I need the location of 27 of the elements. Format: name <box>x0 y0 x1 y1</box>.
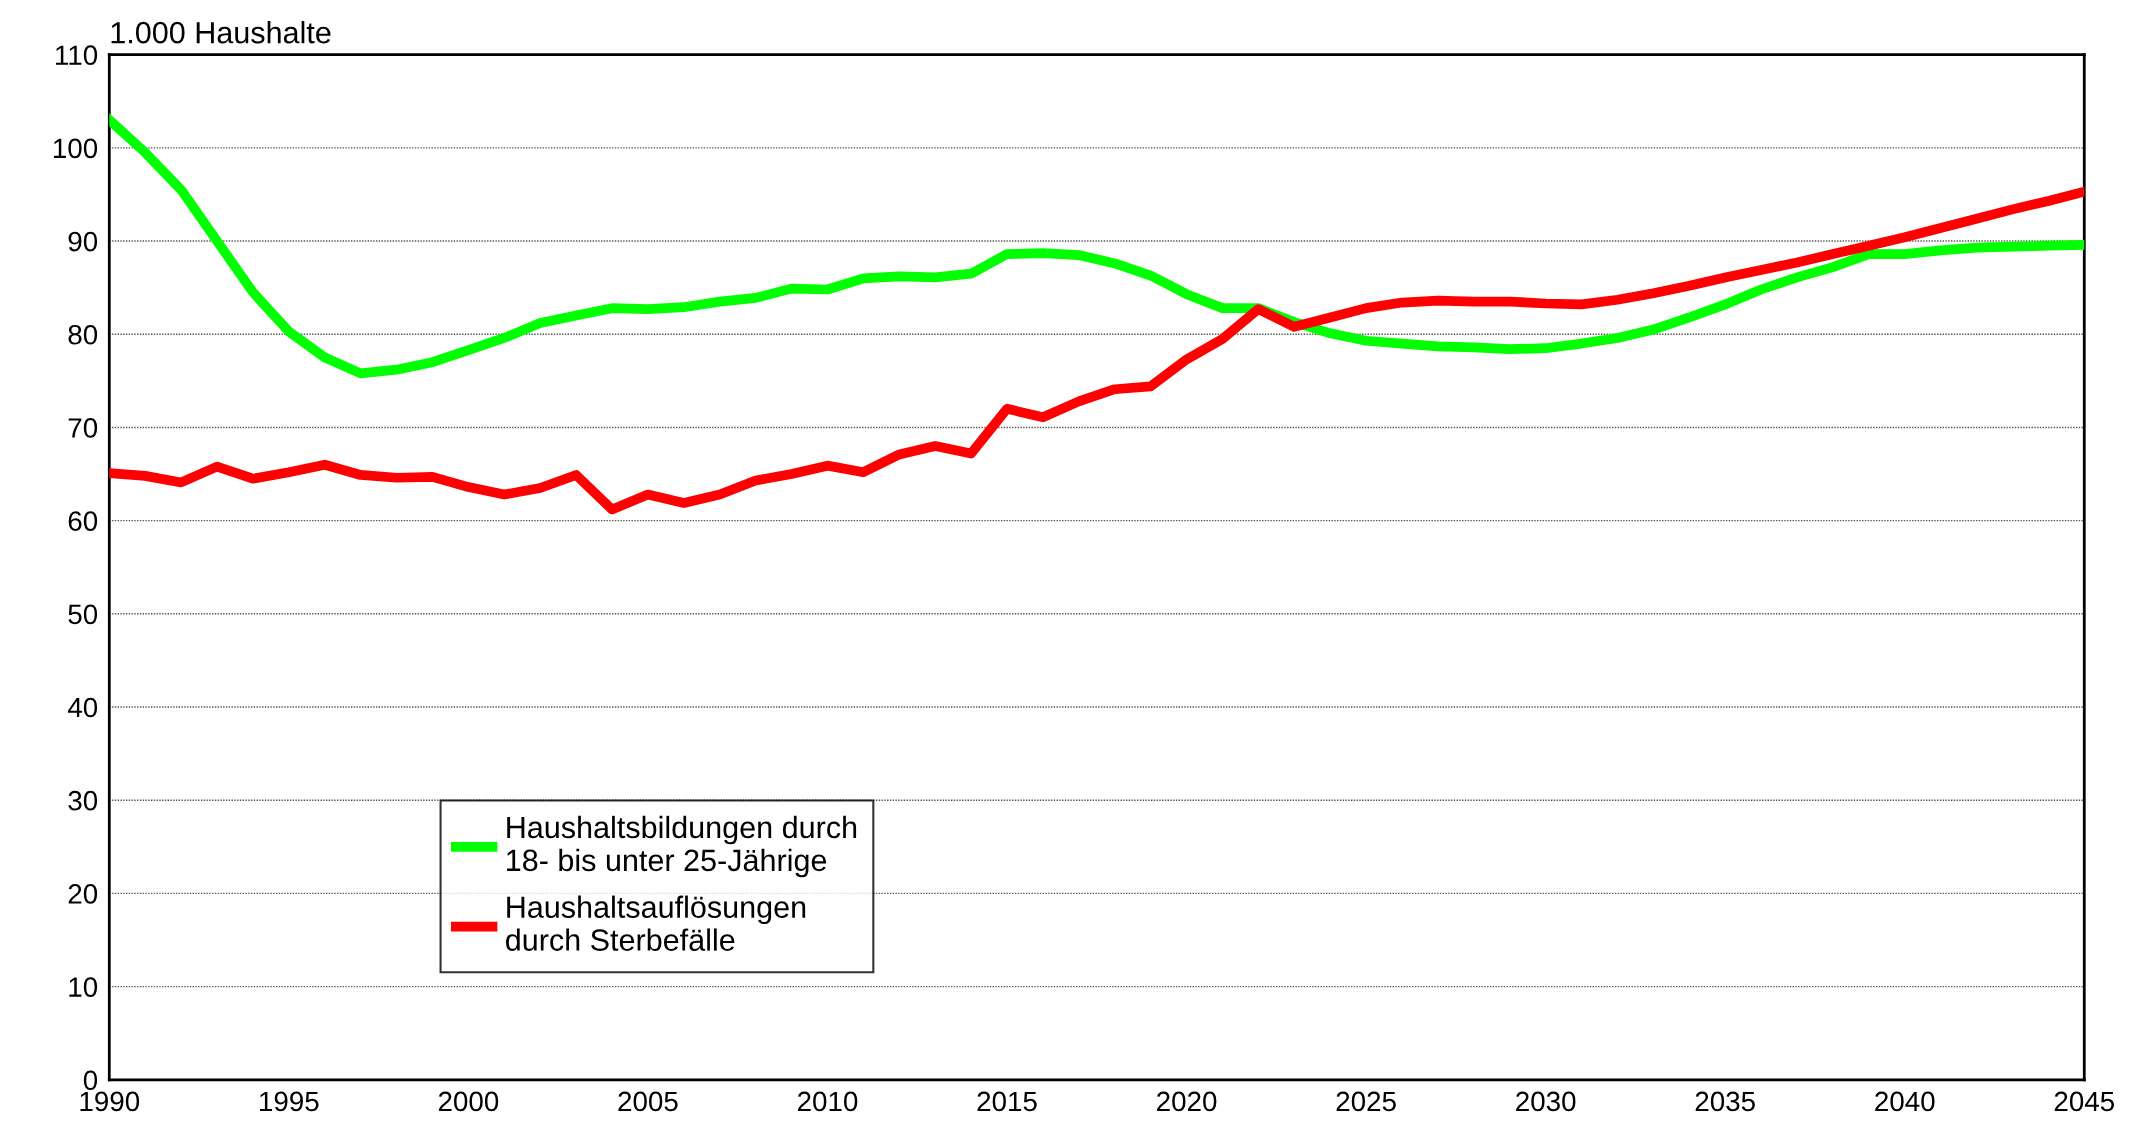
y-tick-label: 10 <box>69 977 98 997</box>
x-tick-label: 2030 <box>1516 1091 1576 1112</box>
y-tick-label: 30 <box>68 790 98 811</box>
x-tick-label: 2035 <box>1695 1091 1755 1112</box>
y-tick-label: 40 <box>67 697 98 718</box>
x-tick-label: 2010 <box>797 1091 858 1112</box>
y-tick-label: 110 <box>56 45 98 66</box>
y-tick-label: 0 <box>83 1070 98 1091</box>
x-tick-label: 2005 <box>618 1091 678 1112</box>
x-tick-label: 2020 <box>1157 1091 1217 1112</box>
y-tick-label: 70 <box>68 418 98 438</box>
y-tick-label: 50 <box>68 604 98 625</box>
y-tick-label: 80 <box>68 324 98 345</box>
x-tick-label: 2015 <box>977 1091 1037 1112</box>
x-tick-label: 2025 <box>1336 1091 1396 1112</box>
legend-label: Haushaltsauflösungen durch Sterbefälle <box>506 895 806 951</box>
y-tick-label: 20 <box>68 884 98 904</box>
x-tick-label: 2000 <box>438 1091 499 1112</box>
x-tick-label: 2045 <box>2054 1091 2115 1112</box>
y-tick-label: 100 <box>53 138 98 159</box>
x-tick-label: 1990 <box>80 1091 140 1112</box>
y-tick-label: 90 <box>68 231 98 252</box>
y-tick-label: 60 <box>68 511 98 531</box>
legend-label: Haushaltsbildungen durch 18- bis unter 25-Jährige <box>507 815 857 878</box>
x-tick-label: 1995 <box>260 1091 319 1112</box>
y-axis-title: 1.000 Haushalte <box>111 21 331 44</box>
x-tick-label: 2040 <box>1875 1091 1935 1112</box>
